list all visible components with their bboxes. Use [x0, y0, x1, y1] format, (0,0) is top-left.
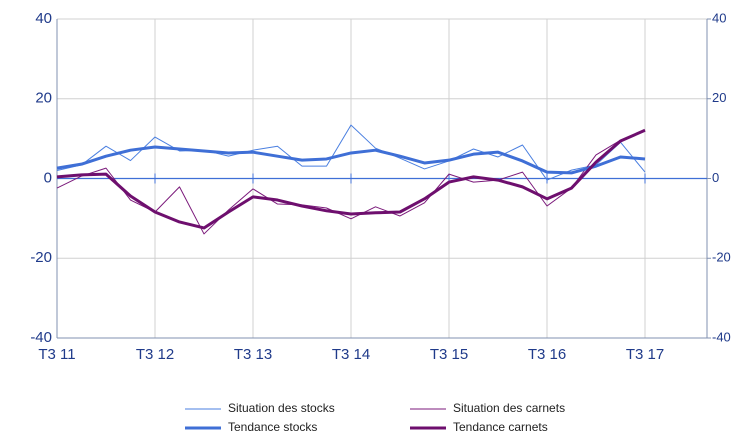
y-tick-label: -40	[30, 329, 52, 346]
series-line	[56, 128, 646, 230]
y2-tick-label: -40	[712, 329, 731, 344]
x-tick-label: T3 11	[38, 346, 75, 363]
y2-tick-label: 40	[712, 10, 726, 25]
legend-label: Situation des stocks	[228, 401, 335, 415]
y-tick-label: -20	[30, 249, 52, 266]
y2-tick-label: -20	[712, 250, 731, 265]
y-tick-label: 0	[44, 169, 52, 186]
x-tick-label: T3 12	[136, 346, 174, 363]
x-tick-label: T3 17	[626, 346, 664, 363]
y-tick-label: 40	[35, 10, 52, 27]
series-line	[56, 124, 646, 181]
x-tick-label: T3 14	[332, 346, 370, 363]
y-tick-label: 20	[35, 90, 52, 107]
series-line	[56, 145, 646, 175]
x-tick-label: T3 16	[528, 346, 566, 363]
legend-label: Tendance carnets	[453, 420, 548, 434]
legend-label: Tendance stocks	[228, 420, 317, 434]
y2-tick-label: 20	[712, 90, 726, 105]
y2-tick-label: 0	[712, 170, 719, 185]
x-tick-label: T3 15	[430, 346, 468, 363]
legend-label: Situation des carnets	[453, 401, 565, 415]
x-tick-label: T3 13	[234, 346, 272, 363]
